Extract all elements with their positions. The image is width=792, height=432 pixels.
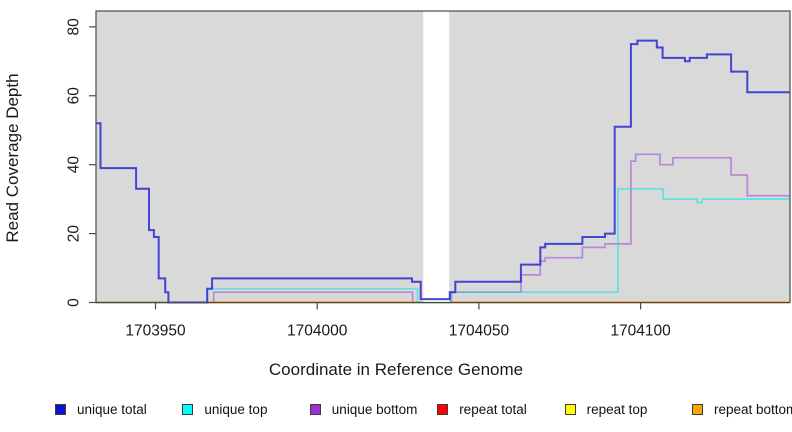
- y-tick-label: 20: [66, 225, 83, 243]
- y-tick-label: 80: [66, 18, 83, 36]
- legend-swatch-repeat-bottom: [692, 403, 703, 415]
- legend-item-unique-bottom: unique bottom: [309, 400, 418, 418]
- plot-border: [95, 10, 791, 304]
- x-tick-label: 1704100: [610, 323, 671, 340]
- y-tick-label: 0: [66, 298, 83, 307]
- legend-label: repeat bottom: [714, 401, 792, 417]
- legend: unique total unique top unique bottom repea…: [0, 400, 792, 422]
- series-unique-total: [96, 39, 790, 304]
- legend-label: unique top: [204, 401, 268, 417]
- legend-item-repeat-bottom: repeat bottom: [692, 400, 792, 418]
- x-tick-label: 1704000: [287, 323, 348, 340]
- y-tick-label: 60: [66, 87, 83, 105]
- y-axis-title: Read Coverage Depth: [3, 73, 22, 243]
- legend-label: repeat top: [586, 401, 648, 417]
- legend-swatch-unique-bottom: [309, 403, 321, 415]
- legend-label: repeat total: [459, 401, 527, 417]
- legend-label: unique total: [77, 401, 147, 417]
- legend-swatch-repeat-top: [564, 403, 576, 415]
- coverage-gap-band: [423, 11, 450, 302]
- series-unique-top: [96, 187, 790, 304]
- legend-item-repeat-total: repeat total: [437, 400, 527, 418]
- legend-item-unique-total: unique total: [55, 400, 147, 418]
- legend-swatch-unique-total: [55, 403, 66, 415]
- legend-item-repeat-top: repeat top: [564, 400, 648, 418]
- x-axis-title: Coordinate in Reference Genome: [268, 360, 524, 379]
- legend-label: unique bottom: [331, 401, 418, 417]
- x-tick-label: 1703950: [125, 323, 186, 340]
- legend-swatch-repeat-total: [437, 403, 449, 415]
- legend-swatch-unique-top: [182, 403, 194, 415]
- x-tick-label: 1704050: [449, 323, 510, 340]
- y-tick-label: 40: [66, 156, 83, 174]
- legend-item-unique-top: unique top: [182, 400, 267, 418]
